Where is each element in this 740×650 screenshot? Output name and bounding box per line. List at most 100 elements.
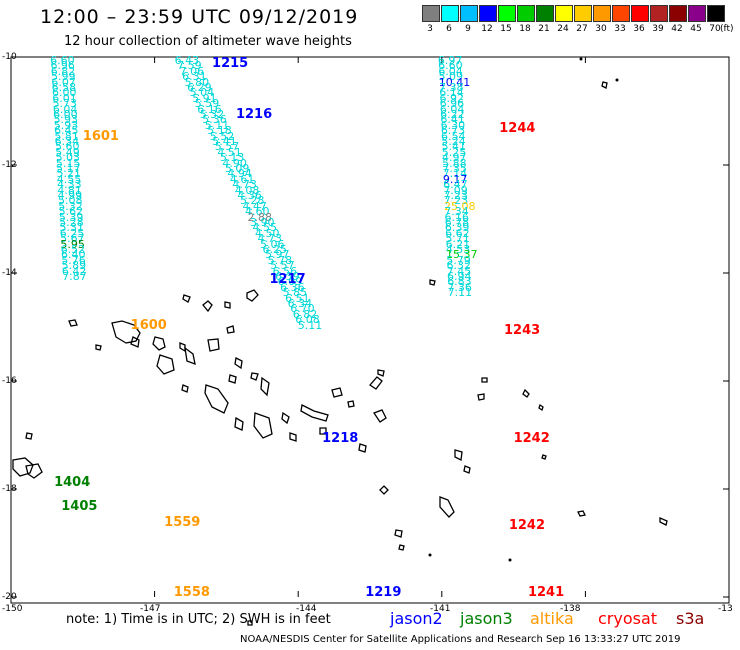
swh-value: 6.21 — [445, 237, 471, 251]
swh-value: 7.35 — [442, 162, 467, 175]
swh-value: 7.23 — [443, 194, 469, 208]
island-outline — [204, 384, 229, 414]
legend-swatch — [479, 5, 497, 22]
island-outline — [289, 432, 297, 442]
map-note: note: 1) Time is in UTC; 2) SWH is in fe… — [66, 612, 331, 627]
pass-time-label: 1216 — [235, 107, 273, 123]
swh-value: 5.80 — [184, 75, 210, 89]
lon-tick: -147 — [140, 604, 161, 614]
island-outline — [111, 320, 141, 344]
swh-value: 6.82 — [50, 64, 76, 78]
swh-value: 7.45 — [446, 264, 472, 278]
island-outline — [577, 510, 586, 517]
swh-value: 4.73 — [232, 178, 257, 192]
swh-value: 6.39 — [275, 270, 300, 283]
swh-value: 5.17 — [56, 162, 81, 175]
swh-value: 5.78 — [267, 253, 293, 267]
swh-value: 4.73 — [257, 232, 283, 246]
lat-tick: -14 — [2, 268, 17, 278]
legend-swatch-label: 15 — [500, 24, 512, 34]
island-outlines — [12, 81, 668, 626]
swh-value: 6.56 — [272, 264, 298, 278]
swh-value: 6.25 — [59, 226, 85, 240]
swh-value: 15.37 — [446, 248, 478, 262]
swh-value: 6.34 — [287, 297, 313, 310]
pass-time-label: 1404 — [54, 474, 91, 490]
lon-tick: -144 — [296, 604, 317, 614]
swh-value: 7.34 — [444, 205, 469, 219]
island-outline — [481, 377, 488, 383]
island-outline — [522, 388, 530, 398]
legend-swatch-label: 12 — [481, 24, 493, 34]
swh-value: 6.31 — [182, 70, 207, 84]
swh-value: 5.32 — [58, 199, 83, 213]
swh-value: 6.36 — [280, 280, 305, 294]
swh-value: 5.97 — [265, 248, 290, 262]
swh-value: 6.83 — [447, 275, 472, 289]
swh-value: 4.90 — [222, 156, 247, 170]
lon-tick: -150 — [2, 604, 23, 614]
swh-value: 5.36 — [202, 113, 227, 127]
legend-swatch-label: 45 — [690, 24, 702, 34]
swh-value: 4.36 — [237, 189, 262, 202]
legend-unit: (ft) — [720, 24, 734, 34]
swh-value: 4.94 — [227, 167, 252, 181]
island-outline — [95, 344, 102, 351]
island-outline — [541, 454, 547, 460]
pass-time-label: 1405 — [61, 498, 98, 514]
swh-value: 7.87 — [62, 270, 87, 283]
island-outline — [331, 387, 343, 398]
swh-value: 6.34 — [54, 135, 80, 148]
satellite-legend-s3a: s3a — [676, 609, 705, 628]
swh-value: 6.52 — [60, 243, 86, 256]
swh-value: 6.41 — [440, 113, 465, 127]
island-outline — [130, 336, 140, 348]
island-outline — [477, 393, 485, 401]
swh-value: 5.21 — [56, 167, 81, 181]
swh-value: 6.70 — [290, 302, 315, 316]
legend-swatch-label: 18 — [519, 24, 531, 34]
legend-swatch — [498, 5, 516, 22]
island-outline — [454, 449, 463, 461]
swh-value: 5.81 — [54, 129, 79, 143]
legend-swatch — [441, 5, 459, 22]
island-outline — [281, 411, 290, 425]
swh-value: 5.03 — [55, 151, 81, 165]
swh-value: 5.93 — [53, 113, 78, 127]
legend-swatch — [631, 5, 649, 22]
map-subtitle: 12 hour collection of altimeter wave hei… — [64, 34, 352, 49]
lat-tick: -12 — [2, 160, 17, 170]
swh-value: 6.39 — [444, 221, 470, 235]
satellite-legend-jason2: jason2 — [390, 609, 443, 628]
swh-value: 6.42 — [61, 264, 87, 278]
island-outline — [429, 279, 436, 286]
island-outline — [463, 465, 471, 474]
legend-swatch-label: 3 — [427, 24, 433, 34]
swh-value: 5.62 — [58, 205, 84, 219]
legend-swatch — [707, 5, 725, 22]
legend-swatch — [517, 5, 535, 22]
island-outline — [260, 376, 270, 397]
island-outline — [184, 346, 196, 366]
swh-value: 5.24 — [441, 135, 466, 148]
swh-value: 7.59 — [177, 59, 202, 73]
swh-value: 5.11 — [297, 318, 323, 332]
swh-value: 5.25 — [441, 145, 467, 159]
lat-tick: -16 — [2, 376, 17, 386]
swh-value: 5.93 — [53, 118, 79, 132]
swh-value: 5.89 — [61, 259, 87, 273]
swh-value: 4.53 — [445, 243, 471, 256]
island-outline — [319, 427, 327, 435]
swh-value: 5.06 — [260, 237, 285, 251]
legend-swatch-label: 9 — [465, 24, 471, 34]
swh-value: 4.97 — [441, 151, 467, 165]
swh-value: 7.23 — [443, 189, 469, 202]
swh-value: 6.94 — [446, 270, 472, 283]
swh-value: 5.08 — [57, 194, 83, 208]
pass-time-label: 1219 — [365, 585, 402, 601]
islet — [508, 558, 512, 562]
swh-value: 5.59 — [194, 97, 220, 111]
legend-swatch-label: 27 — [576, 24, 588, 34]
island-outline — [228, 374, 237, 384]
